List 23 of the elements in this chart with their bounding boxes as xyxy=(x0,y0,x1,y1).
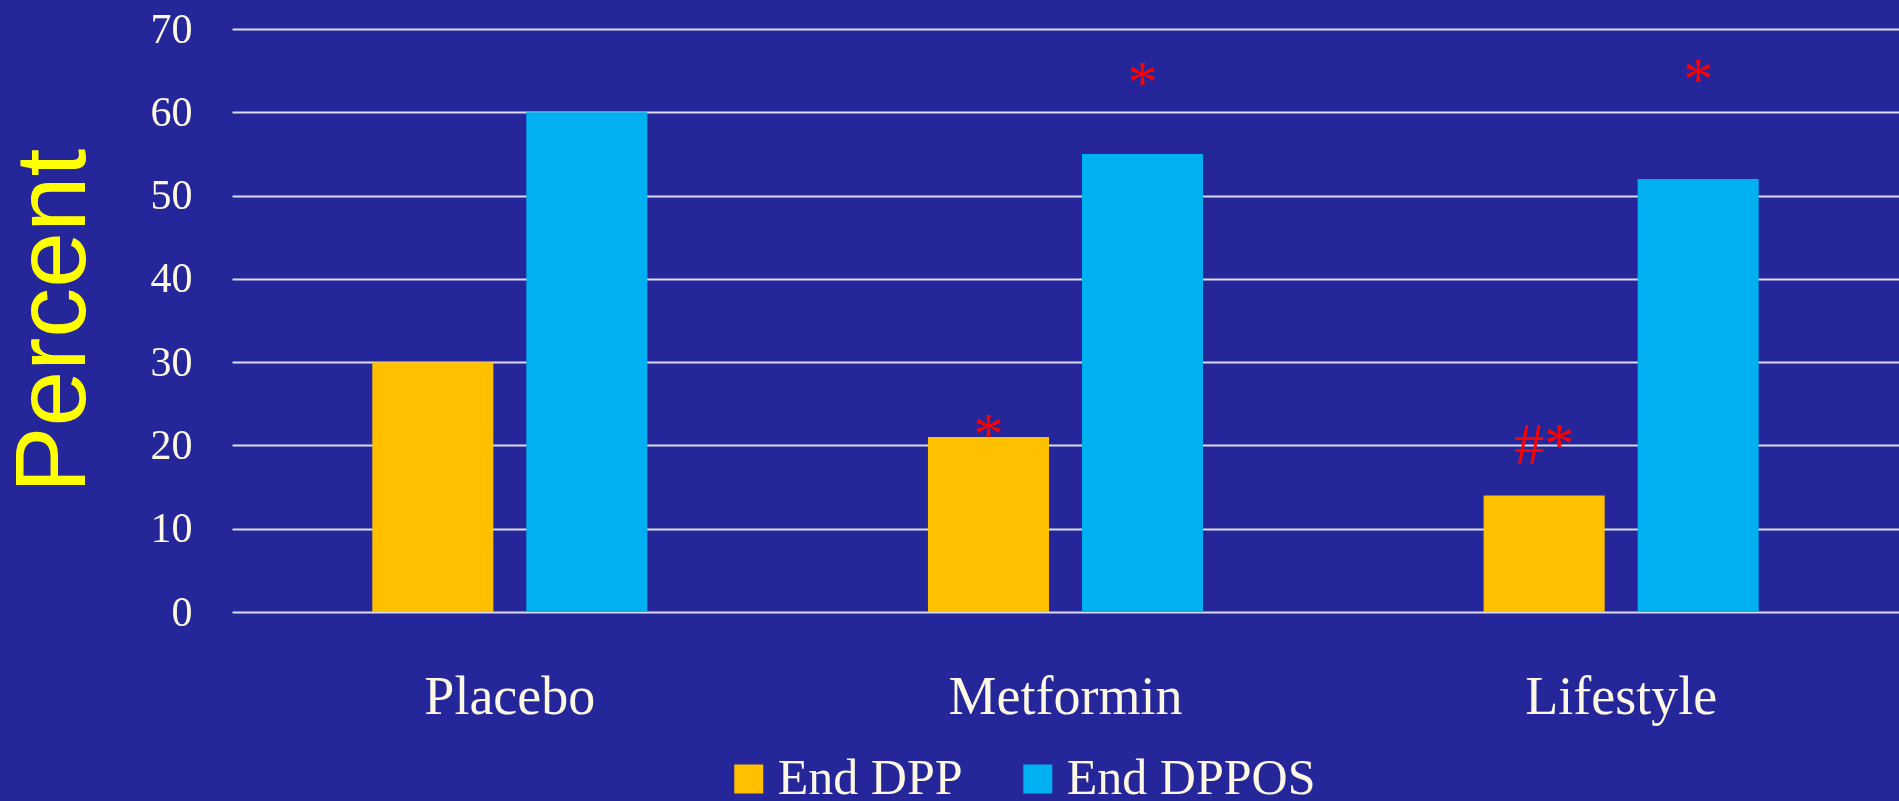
y-axis-title: Percent xyxy=(0,148,106,494)
y-tick-label: 60 xyxy=(150,88,193,135)
y-tick-label: 50 xyxy=(150,172,193,219)
y-tick-label: 40 xyxy=(150,255,193,302)
y-tick-label: 30 xyxy=(150,338,193,385)
annotation: * xyxy=(1127,49,1158,115)
y-tick-label: 0 xyxy=(171,588,193,635)
bar xyxy=(1637,178,1759,612)
bar xyxy=(1081,153,1204,612)
legend-label: End DPP xyxy=(777,749,963,801)
bar xyxy=(372,362,494,612)
x-tick-label: Metformin xyxy=(948,665,1183,726)
y-tick-label: 10 xyxy=(150,505,193,552)
y-tick-label: 20 xyxy=(150,421,193,468)
annotation: * xyxy=(973,401,1004,467)
bar xyxy=(1483,495,1605,612)
x-tick-label: Lifestyle xyxy=(1525,665,1718,726)
bar xyxy=(927,437,1050,612)
bar xyxy=(526,112,648,612)
annotation: * xyxy=(1683,46,1714,112)
y-tick-label: 70 xyxy=(150,5,193,52)
legend-label: End DPPOS xyxy=(1066,749,1316,801)
x-tick-label: Placebo xyxy=(424,665,596,726)
